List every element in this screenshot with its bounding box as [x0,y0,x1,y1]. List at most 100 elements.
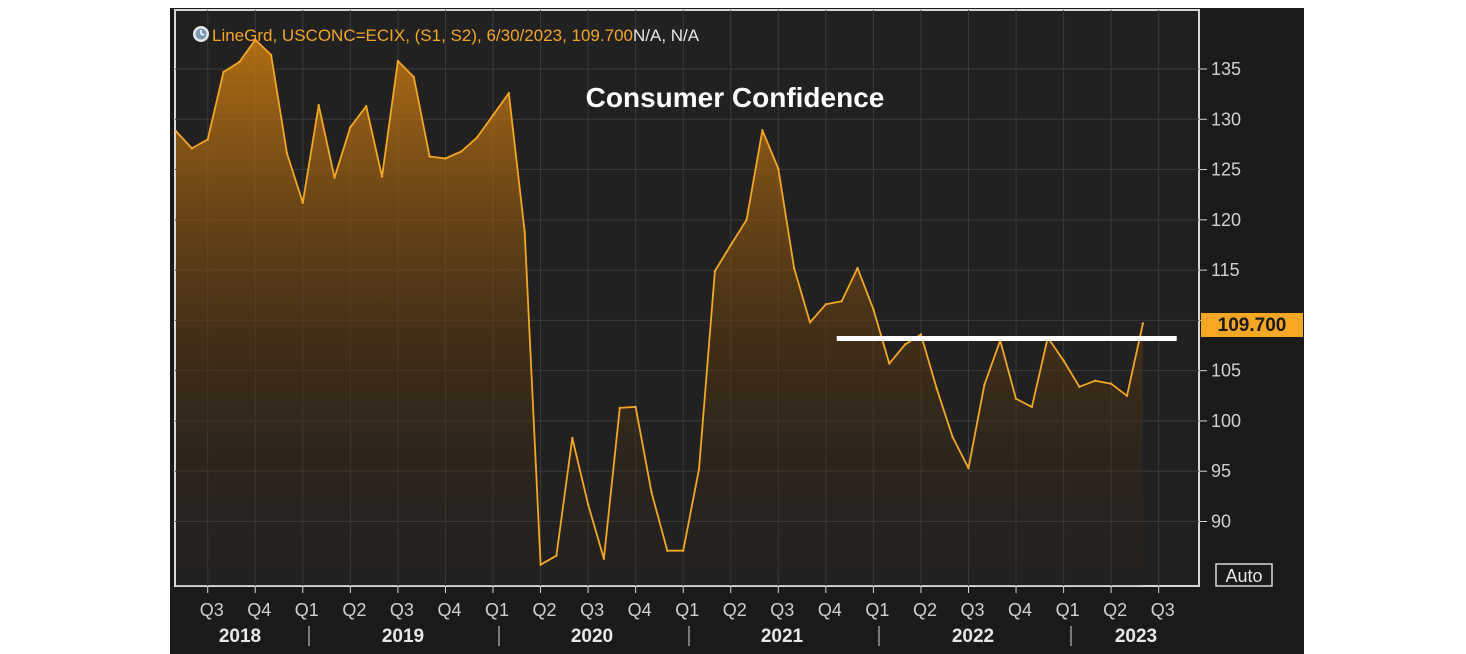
x-tick-label: Q4 [1008,600,1032,620]
year-label: 2020 [571,626,613,647]
data-point [365,105,368,108]
y-axis-ticks: 9095100105110115120125130135 [1199,59,1241,532]
x-tick-label: Q1 [865,600,889,620]
clock-icon[interactable] [193,26,209,42]
data-point [174,130,178,133]
data-point [697,468,701,471]
data-point [1062,359,1065,362]
data-point [1125,394,1129,397]
x-tick-label: Q1 [675,600,699,620]
legend-series-text: LineGrd, USCONC=ECIX, (S1, S2), 6/30/202… [212,26,633,45]
data-point [967,467,970,470]
data-point [301,201,304,204]
x-axis-ticks: Q3 Q4 Q1 Q2 Q3 Q4 Q1 Q2 Q3 Q4 Q1 Q2 Q3 Q4 Q1 Q2 Q3 Q4 Q1 Q2… [200,586,1175,647]
x-tick-label: Q2 [1103,600,1127,620]
data-point [523,230,526,234]
x-tick-label: Q2 [723,600,747,620]
series-area-fill [176,39,1143,587]
x-tick-label: Q4 [247,600,271,620]
data-point [317,104,320,107]
data-point [935,387,938,390]
data-point [285,152,289,155]
x-tick-label: Q4 [437,600,461,620]
data-point [919,333,923,336]
data-point [983,383,986,386]
x-tick-label: Q3 [580,600,604,620]
year-label: 2022 [952,626,994,647]
data-point [222,70,225,74]
data-point [396,59,400,63]
x-tick-label: Q2 [913,600,937,620]
x-tick-label: Q2 [342,600,366,620]
data-point [808,321,812,324]
x-tick-label: Q4 [818,600,842,620]
data-point [491,114,495,117]
data-point [666,549,669,552]
x-tick-label: Q4 [628,600,652,620]
data-point [555,554,558,557]
x-tick-label: Q3 [960,600,984,620]
x-tick-label: Q3 [200,600,224,620]
consumer-confidence-chart: 9095100105110115120125130135 Q3Q4Q1Q2Q3Q… [174,9,1303,647]
y-tick-label: 135 [1211,59,1241,79]
data-point [792,266,796,270]
chart-title: Consumer Confidence [586,82,885,113]
chart-header: LineGrd, USCONC=ECIX, (S1, S2), 6/30/202… [193,26,700,45]
data-point [571,436,574,440]
y-tick-label: 120 [1211,210,1241,230]
data-point [824,303,828,306]
data-point [682,549,685,552]
data-point [460,150,463,153]
auto-scale-button[interactable]: Auto [1215,563,1273,587]
x-tick-label: Q3 [1151,600,1175,620]
data-point [238,60,241,64]
data-point [254,38,257,41]
y-tick-label: 125 [1211,160,1241,180]
x-tick-label: Q2 [533,600,557,620]
data-point [729,243,732,247]
data-point [618,406,621,410]
last-value-label: 109.700 [1218,315,1287,336]
data-point [856,266,859,270]
data-point [713,269,717,273]
data-point [1030,405,1034,409]
y-tick-label: 95 [1211,461,1231,481]
last-value-badge: 109.700 [1201,313,1303,337]
year-label: 2021 [761,626,804,647]
data-point [269,53,273,57]
y-tick-label: 130 [1211,109,1241,129]
x-tick-label: Q3 [390,600,414,620]
svg-text:LineGrd, USCONC=ECIX, (S1, S2): LineGrd, USCONC=ECIX, (S1, S2), 6/30/202… [212,26,700,45]
data-point [1141,322,1145,325]
y-tick-label: 100 [1211,411,1241,431]
data-point [1109,382,1113,385]
data-point [1078,385,1081,388]
data-point [650,491,653,494]
data-point [444,157,447,160]
x-tick-label: Q1 [295,600,319,620]
year-label: 2019 [382,626,424,647]
chart-panel: 9095100105110115120125130135 Q3Q4Q1Q2Q3Q… [170,8,1304,654]
data-point [840,300,843,303]
data-point [475,136,479,139]
data-point [539,563,542,566]
data-point [190,147,194,150]
data-point [745,218,748,221]
data-point [888,362,891,365]
y-tick-label: 115 [1211,260,1240,280]
data-point [761,129,764,132]
data-point [903,343,907,346]
auto-label: Auto [1225,566,1262,586]
data-point [206,138,209,141]
data-point [507,91,510,95]
data-point [412,75,415,79]
data-point [428,155,431,158]
year-label: 2018 [219,626,261,647]
x-tick-label: Q1 [1056,600,1080,620]
year-label: 2023 [1115,626,1157,647]
y-tick-label: 105 [1211,361,1241,381]
data-point [951,435,954,439]
data-point [586,503,590,506]
data-point [872,308,875,311]
series-area [174,38,1145,587]
